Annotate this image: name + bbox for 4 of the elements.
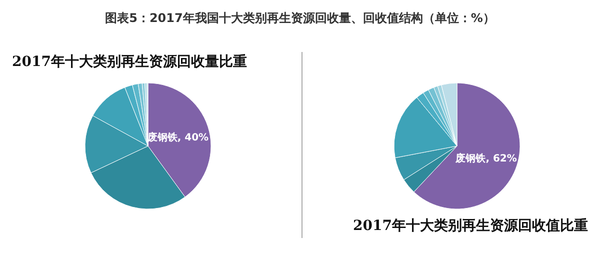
chart-subtitle: 2017年十大类别再生资源回收量比重: [12, 54, 247, 70]
slice-label: 废钢铁, 62%: [454, 152, 517, 165]
text: 2017年十大类别再生资源回收值比重: [353, 218, 588, 234]
text: 图表5：2017年我国十大类别再生资源回收量、回收值结构（单位：%）: [105, 11, 495, 25]
